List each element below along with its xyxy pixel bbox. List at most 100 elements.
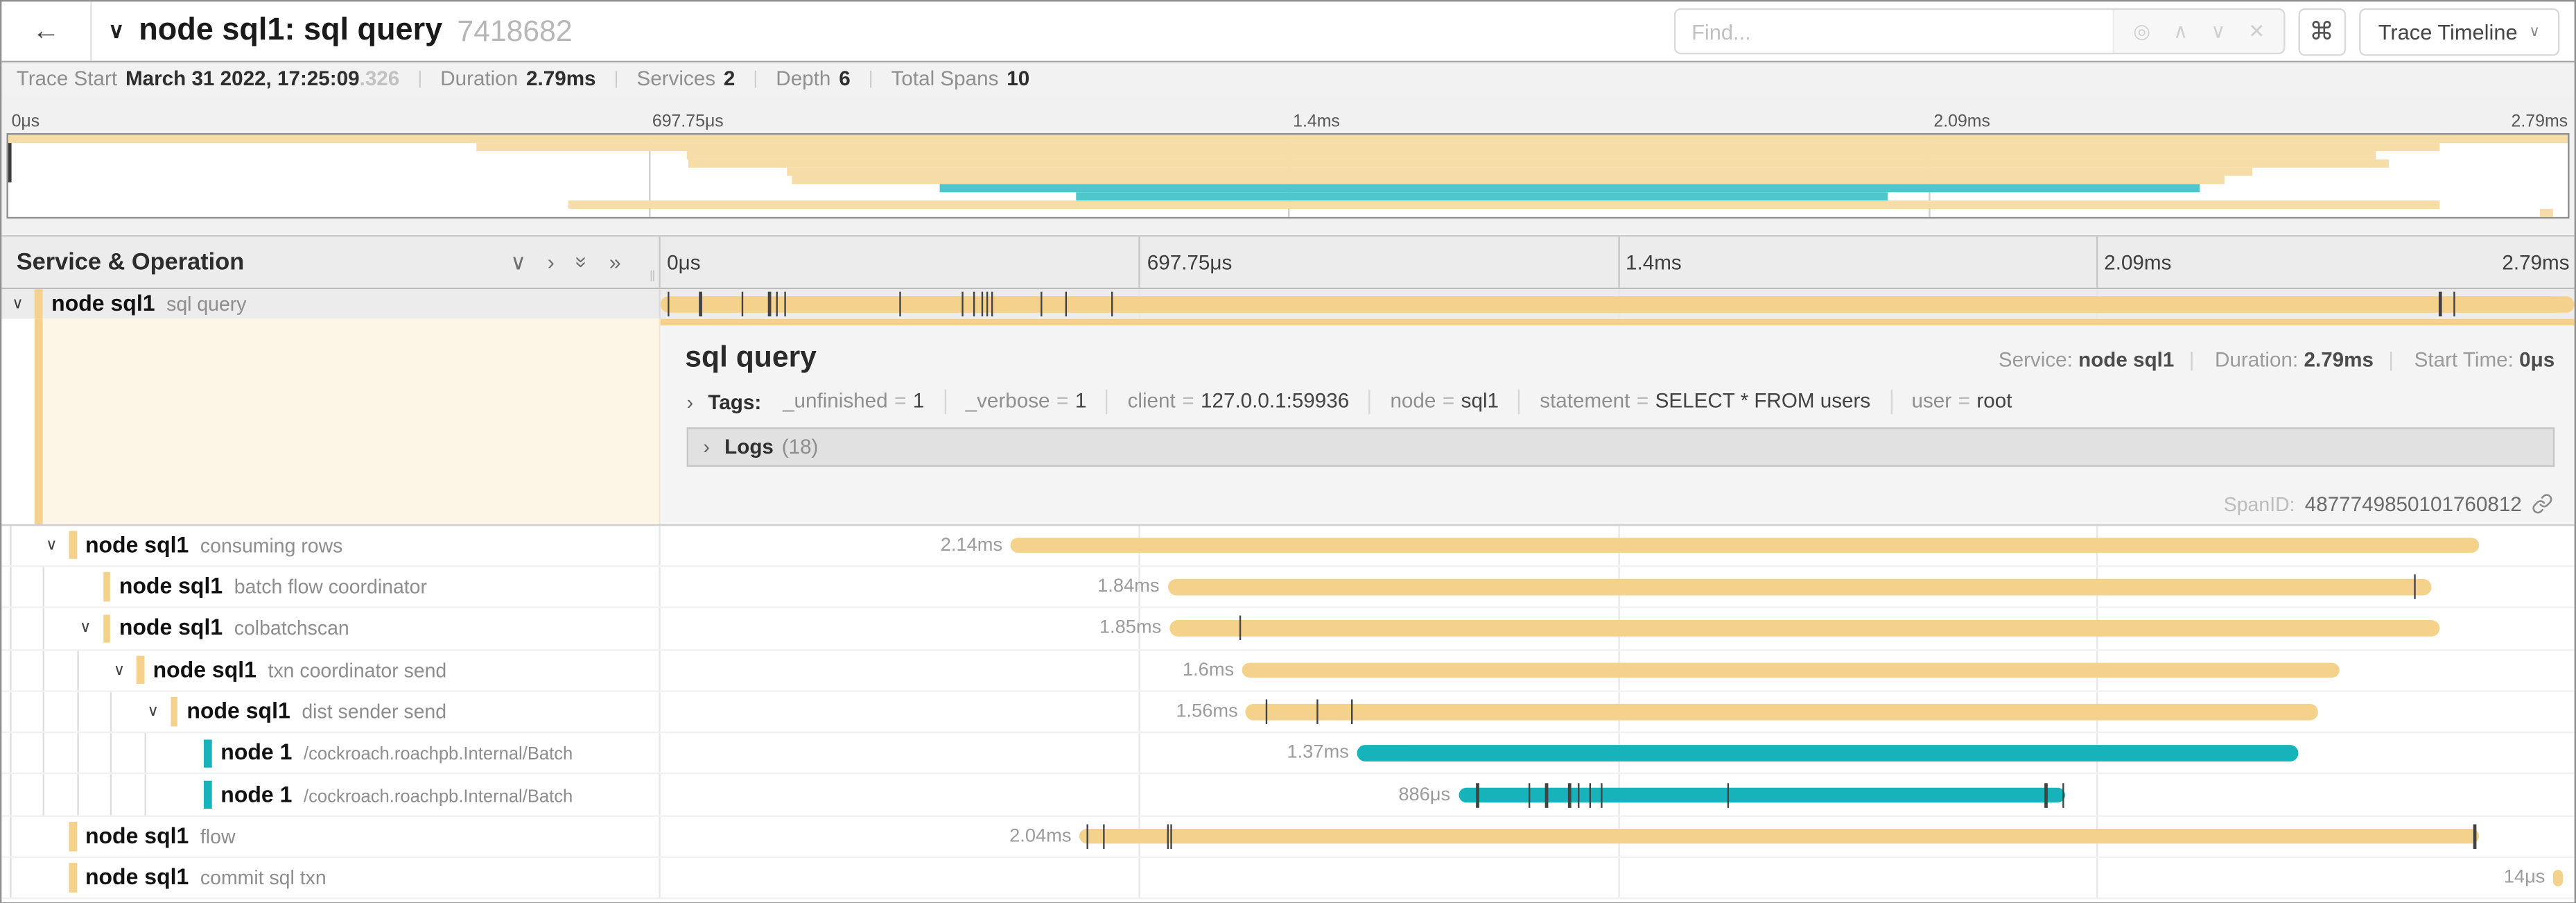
- timeline-gridline: [1138, 608, 1141, 648]
- span-row[interactable]: ∨ node sql1 sql query: [1, 289, 2575, 319]
- view-selector-button[interactable]: Trace Timeline ∨: [2358, 7, 2560, 55]
- expander-chevron-icon[interactable]: ∨: [113, 661, 125, 680]
- expander-chevron-icon[interactable]: ∨: [46, 536, 58, 555]
- span-color-bar: [69, 863, 77, 893]
- tags-accordion[interactable]: › Tags: _unfinished = 1 _verbose = 1 client = 12…: [661, 381, 2575, 426]
- span-name-cell[interactable]: node 1/cockroach.roachpb.Internal/Batch: [1, 733, 661, 773]
- minimap-cursor[interactable]: [8, 135, 11, 183]
- span-name-cell[interactable]: node 1/cockroach.roachpb.Internal/Batch: [1, 775, 661, 815]
- minimap-span-bar: [1075, 192, 1887, 201]
- span-duration-bar[interactable]: [660, 296, 2575, 312]
- span-duration-bar[interactable]: [1458, 786, 2066, 803]
- span-timeline-cell[interactable]: 14μs: [661, 858, 2575, 898]
- span-detail-duration-bar: [660, 318, 2575, 326]
- span-duration-bar[interactable]: [1010, 537, 2479, 553]
- span-row[interactable]: ∨ node sql1 dist sender send 1.56ms: [1, 691, 2575, 734]
- span-timeline-cell[interactable]: 1.37ms: [661, 733, 2575, 773]
- span-duration-bar[interactable]: [1242, 662, 2339, 678]
- span-duration-bar[interactable]: [1169, 620, 2441, 637]
- span-timeline-cell[interactable]: 1.56ms: [661, 691, 2575, 732]
- log-marker-tick: [1601, 782, 1603, 807]
- find-input[interactable]: [1675, 10, 2114, 53]
- logs-accordion[interactable]: › Logs (18): [686, 428, 2555, 468]
- locate-icon[interactable]: ◎: [2133, 19, 2151, 43]
- span-row[interactable]: node sql1 commit sql txn 14μs: [1, 858, 2575, 900]
- prev-match-icon[interactable]: ∧: [2173, 19, 2188, 43]
- clear-find-icon[interactable]: ✕: [2248, 19, 2265, 43]
- expand-one-icon[interactable]: ›: [547, 250, 555, 275]
- span-service-name: node 1: [220, 782, 293, 807]
- span-name-cell[interactable]: ∨ node sql1 sql query: [1, 289, 661, 319]
- back-button[interactable]: ←: [1, 1, 92, 61]
- indent-guide: [43, 650, 45, 690]
- span-row[interactable]: ∨ node sql1 colbatchscan 1.85ms: [1, 608, 2575, 651]
- trace-id: 7418682: [457, 14, 573, 47]
- minimap-span-bar: [2539, 208, 2552, 217]
- info-separator: |: [417, 69, 423, 89]
- tag-separator: [1890, 390, 1892, 415]
- span-name-cell[interactable]: node sql1 commit sql txn: [1, 858, 661, 898]
- expand-all-icon[interactable]: »: [609, 250, 621, 275]
- duration-value: 2.79ms: [2304, 349, 2374, 372]
- span-duration-bar[interactable]: [1079, 828, 2479, 845]
- span-row[interactable]: node sql1 flow 2.04ms: [1, 816, 2575, 859]
- span-timeline-cell[interactable]: 1.85ms: [661, 608, 2575, 648]
- span-name-cell[interactable]: ∨ node sql1 colbatchscan: [1, 608, 661, 648]
- span-color-bar: [136, 655, 145, 685]
- info-value-suffix: .326: [359, 67, 400, 91]
- indent-guide: [43, 733, 45, 773]
- log-marker-tick: [783, 291, 786, 317]
- next-match-icon[interactable]: ∨: [2211, 19, 2226, 43]
- column-resize-grip[interactable]: ‖: [649, 268, 656, 284]
- collapse-all-icon[interactable]: »: [569, 256, 595, 268]
- overview-minimap[interactable]: [6, 132, 2570, 219]
- expander-chevron-icon[interactable]: ∨: [147, 703, 159, 721]
- expander-chevron-icon[interactable]: ∨: [79, 619, 92, 638]
- span-timeline-cell[interactable]: 886μs: [661, 775, 2575, 815]
- span-timeline-cell[interactable]: 1.6ms: [661, 650, 2575, 690]
- tag-key: user: [1911, 390, 1952, 413]
- span-row[interactable]: node 1/cockroach.roachpb.Internal/Batch 8…: [1, 775, 2575, 817]
- indent-guide: [76, 650, 79, 690]
- span-name-cell[interactable]: node sql1 batch flow coordinator: [1, 567, 661, 608]
- axis-tick: 0μs: [11, 112, 40, 132]
- timeline-gridline: [1138, 775, 1141, 815]
- info-label: Total Spans: [891, 67, 999, 91]
- span-timeline-cell[interactable]: 1.84ms: [661, 567, 2575, 608]
- expander-chevron-icon[interactable]: ∨: [12, 295, 24, 313]
- span-timeline-cell[interactable]: [660, 289, 2575, 319]
- log-marker-tick: [1568, 782, 1571, 807]
- indent-guide: [76, 691, 79, 732]
- span-row[interactable]: node 1/cockroach.roachpb.Internal/Batch 1…: [1, 733, 2575, 775]
- span-row[interactable]: ∨ node sql1 consuming rows 2.14ms: [1, 525, 2575, 567]
- span-service-name: node sql1: [153, 657, 256, 682]
- span-duration-bar[interactable]: [1167, 578, 2431, 595]
- tag-value: sql1: [1461, 390, 1499, 413]
- span-duration-bar[interactable]: [2553, 870, 2564, 886]
- trace-title-group[interactable]: ∨ node sql1: sql query 7418682: [92, 13, 1673, 49]
- span-name-cell[interactable]: ∨ node sql1 consuming rows: [1, 525, 661, 566]
- tag-equals: =: [1636, 390, 1649, 413]
- log-marker-tick: [1316, 699, 1319, 724]
- log-marker-tick: [1578, 782, 1581, 807]
- link-icon[interactable]: [2532, 493, 2553, 515]
- info-value: 10: [1007, 67, 1030, 91]
- span-name-cell[interactable]: ∨ node sql1 txn coordinator send: [1, 650, 661, 690]
- find-box: ◎ ∧ ∨ ✕: [1673, 8, 2285, 55]
- span-row[interactable]: ∨ node sql1 txn coordinator send 1.6ms: [1, 650, 2575, 692]
- span-row[interactable]: node sql1 batch flow coordinator 1.84ms: [1, 567, 2575, 609]
- span-name-cell[interactable]: node sql1 flow: [1, 816, 661, 857]
- collapse-one-icon[interactable]: ∨: [510, 250, 526, 275]
- minimap-span-bar: [786, 167, 2253, 176]
- log-marker-tick: [2453, 291, 2455, 317]
- log-marker-tick: [973, 291, 975, 317]
- span-timeline-cell[interactable]: 2.04ms: [661, 816, 2575, 857]
- span-duration-bar[interactable]: [1357, 745, 2299, 762]
- span-name-cell[interactable]: ∨ node sql1 dist sender send: [1, 691, 661, 732]
- span-timeline-cell[interactable]: 2.14ms: [661, 525, 2575, 566]
- span-duration-bar[interactable]: [1246, 703, 2318, 720]
- keyboard-shortcuts-button[interactable]: ⌘: [2297, 7, 2346, 55]
- span-service-name: node sql1: [85, 532, 189, 557]
- span-color-bar: [170, 697, 178, 726]
- indent-guide: [43, 691, 45, 732]
